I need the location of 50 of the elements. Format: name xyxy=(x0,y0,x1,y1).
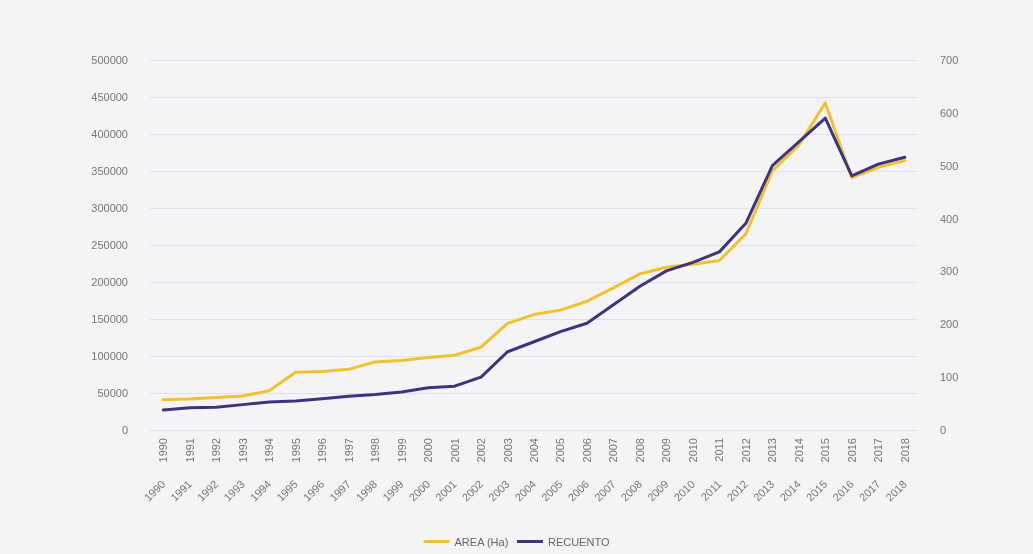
x-tick-label: 1993 xyxy=(236,438,249,463)
x-tick-label: 2017 xyxy=(872,438,885,463)
y-tick-label: 300000 xyxy=(91,202,128,214)
y2-tick-label: 600 xyxy=(940,106,959,119)
x-tick-label: 2006 xyxy=(580,438,593,463)
y2-tick-label: 500 xyxy=(940,159,959,172)
y2-tick-label: 100 xyxy=(940,371,959,384)
x-tick-label: 2009 xyxy=(660,438,673,463)
x-tick-label: 1992 xyxy=(210,438,223,463)
y-tick-label: 500000 xyxy=(91,54,128,66)
y-tick-label: 350000 xyxy=(91,165,128,177)
y-tick-label: 400000 xyxy=(91,128,128,140)
y-tick-label: 0 xyxy=(121,424,128,436)
x-tick-label: 1996 xyxy=(316,438,329,463)
y-tick-label: 100000 xyxy=(91,350,128,362)
x-tick-label: 2015 xyxy=(819,438,832,463)
x-tick-label: 2013 xyxy=(766,438,779,463)
x-tick-label: 2018 xyxy=(898,438,911,463)
x-tick-label: 1998 xyxy=(369,438,382,463)
x-tick-label: 1995 xyxy=(289,438,302,463)
y2-tick-label: 400 xyxy=(940,212,959,225)
x-tick-label: 2011 xyxy=(713,438,726,462)
x-tick-label: 2010 xyxy=(686,438,699,463)
x-tick-label: 2014 xyxy=(792,438,805,463)
legend-label: AREA (Ha) xyxy=(454,535,509,548)
y-tick-label: 250000 xyxy=(91,239,128,251)
y2-tick-label: 700 xyxy=(940,54,959,66)
y2-tick-label: 200 xyxy=(940,318,959,331)
x-tick-label: 2007 xyxy=(607,438,620,463)
x-tick-label: 2002 xyxy=(475,438,488,463)
y-tick-label: 200000 xyxy=(91,276,128,288)
x-tick-label: 2012 xyxy=(739,438,752,463)
y2-tick-label: 0 xyxy=(940,424,947,436)
x-tick-label: 1994 xyxy=(263,438,276,463)
x-tick-label: 2005 xyxy=(554,438,567,463)
y-tick-label: 450000 xyxy=(91,91,128,103)
x-tick-label: 2003 xyxy=(501,438,514,463)
x-tick-label: 1999 xyxy=(395,438,408,463)
y2-tick-label: 300 xyxy=(940,265,959,278)
x-tick-label: 2008 xyxy=(633,438,646,463)
legend-label: RECUENTO xyxy=(547,535,610,548)
x-tick-label: 1997 xyxy=(342,438,355,463)
x-tick-label: 2004 xyxy=(528,438,540,463)
y-tick-label: 50000 xyxy=(97,387,128,399)
x-tick-label: 1990 xyxy=(157,438,170,463)
x-tick-label: 1991 xyxy=(183,438,196,463)
x-tick-label: 2016 xyxy=(845,438,858,463)
y-tick-label: 150000 xyxy=(91,313,128,325)
x-tick-label: 2000 xyxy=(422,438,435,463)
x-tick-label: 2001 xyxy=(448,438,461,463)
